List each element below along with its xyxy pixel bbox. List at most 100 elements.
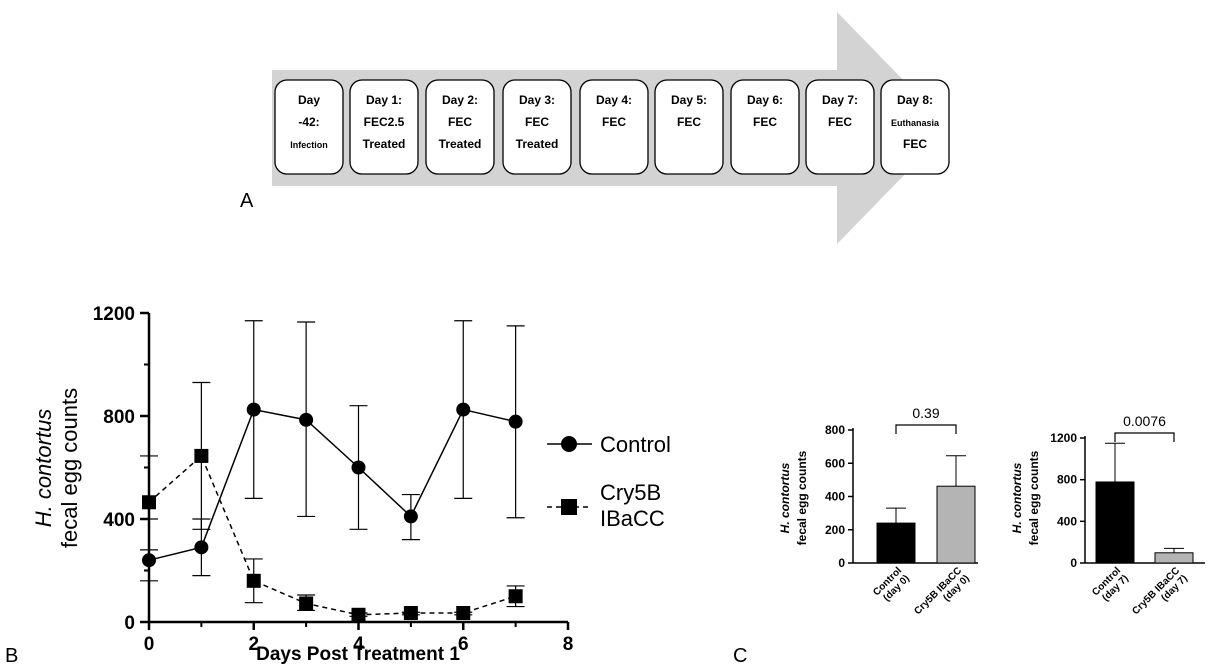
x-tick-label: 0: [144, 634, 155, 655]
data-point-control: [403, 509, 418, 524]
data-point-cry5b: [351, 607, 366, 622]
timeline-step-text: Day 7:: [822, 93, 858, 107]
y-tick-label: 400: [103, 510, 135, 531]
timeline-step-box: [880, 79, 950, 175]
timeline-step-text: FEC: [903, 137, 927, 151]
data-point-control: [456, 402, 471, 417]
y-axis-label: fecal egg counts: [57, 388, 82, 548]
data-point-control: [246, 402, 261, 417]
bar-y-tick-label: 800: [825, 423, 845, 437]
bar: [1095, 481, 1135, 564]
bar: [876, 522, 916, 564]
bar-category-label: Control(day 7): [1090, 565, 1131, 606]
y-tick-label: 800: [103, 407, 135, 428]
legend-cry5b-line2: IBaCC: [600, 506, 665, 531]
bar-category-label: Control(day 0): [871, 565, 912, 606]
data-point-cry5b: [456, 605, 471, 620]
x-tick-label: 8: [563, 634, 574, 655]
timeline-step-box: [349, 79, 419, 175]
data-point-cry5b: [194, 448, 209, 463]
legend-cry5b-marker: [561, 499, 577, 515]
x-tick-label: 4: [353, 634, 364, 655]
line-chart-ticks: 0 400 800 1200 0 2 4 6 8: [93, 304, 574, 655]
comparison-p-value: 0.39: [912, 405, 939, 421]
timeline-step-box: [805, 79, 875, 175]
timeline-step-text: Treated: [516, 137, 559, 151]
x-axis-label: Days Post Treatment 1: [256, 644, 460, 665]
timeline-step-text: FEC: [525, 115, 549, 129]
legend-cry5b-line1: Cry5B: [600, 480, 661, 505]
timeline-step-text: FEC: [753, 115, 777, 129]
timeline-step-text: Euthanasia: [891, 118, 940, 128]
bar-category-label: Cry5B IBaCC(day 0): [912, 565, 972, 625]
panel-label-c: C: [733, 645, 747, 667]
y-axis-label-italic: H. contortus: [31, 409, 56, 528]
data-point-cry5b: [403, 605, 418, 620]
bar-y-tick-label: 600: [825, 456, 845, 470]
comparison-p-value: 0.0076: [1123, 413, 1166, 429]
data-point-cry5b: [508, 589, 523, 604]
panel-label-b: B: [5, 645, 18, 667]
bar-category-label: Cry5B IBaCC(day 7): [1130, 565, 1190, 625]
timeline-step-text: Treated: [363, 137, 406, 151]
timeline-step-text: FEC: [677, 115, 701, 129]
data-point-cry5b: [299, 596, 314, 611]
timeline-step-text: Day 3:: [519, 93, 555, 107]
legend-control-label: Control: [600, 432, 671, 457]
legend-control-marker: [561, 436, 577, 452]
timeline-step-box: [730, 79, 800, 175]
bar-y-tick-label: 400: [825, 490, 845, 504]
timeline-step-box: [654, 79, 724, 175]
data-point-control: [508, 414, 523, 429]
comparison-bracket: [895, 424, 957, 434]
bar-y-tick-label: 0: [838, 556, 845, 570]
data-point-control: [194, 540, 209, 555]
data-point-control: [299, 412, 314, 427]
timeline-step-box: [502, 79, 572, 175]
x-tick-label: 2: [248, 634, 259, 655]
timeline-step-text: Day 4:: [596, 93, 632, 107]
timeline-step-text: Infection: [290, 140, 328, 150]
bar: [936, 485, 976, 564]
timeline-step-box: [425, 79, 495, 175]
timeline-step-text: Day 5:: [671, 93, 707, 107]
bar-chart-2: 0 400 800 1200 H. contortus fecal egg counts C…: [1010, 413, 1205, 625]
timeline-step-text: Treated: [439, 137, 482, 151]
bar-y-tick-label: 0: [1070, 556, 1077, 570]
timeline-step-box: [579, 79, 649, 175]
x-tick-label: 6: [458, 634, 469, 655]
bar-y-tick-label: 400: [1057, 514, 1077, 528]
timeline-step-box: [274, 79, 344, 175]
data-point-cry5b: [142, 495, 156, 510]
timeline-step-text: Day 1:: [366, 93, 402, 107]
data-point-control: [142, 553, 156, 568]
bar-chart-1: 0 200 400 600 800 H. contortus fecal egg count…: [778, 405, 978, 625]
y-tick-label: 1200: [93, 304, 135, 325]
timeline-step-text: Day 2:: [442, 93, 478, 107]
bar-y-axis-label: fecal egg counts: [795, 450, 809, 545]
series-cry5b-line: [148, 454, 516, 616]
data-point-cry5b: [246, 573, 261, 588]
legend-cry5b-label: Cry5B IBaCC: [600, 480, 667, 531]
line-chart-panel: 0 400 800 1200 0 2 4 6 8 H. contortus fecal egg …: [5, 304, 671, 667]
bar-y-axis-label-italic: H. contortus: [778, 462, 792, 533]
timeline-steps: Day -42: Infection Day 1: FEC2.5 Treated Day 2…: [274, 79, 950, 175]
series-control-line: [148, 408, 516, 561]
legend: Control Cry5B IBaCC: [547, 432, 671, 531]
y-tick-label: 0: [124, 613, 135, 634]
data-point-control: [351, 460, 366, 475]
timeline-step-text: -42:: [298, 115, 319, 129]
bar-y-axis-label: fecal egg counts: [1027, 450, 1041, 545]
timeline-step-text: Day 6:: [747, 93, 783, 107]
bar-y-tick-label: 800: [1057, 473, 1077, 487]
line-chart-series: [140, 320, 525, 622]
bar-y-tick-label: 1200: [1050, 431, 1077, 445]
timeline-step-text: FEC: [602, 115, 626, 129]
timeline-panel: Day -42: Infection Day 1: FEC2.5 Treated Day 2…: [240, 12, 950, 244]
timeline-step-text: Day 8:: [897, 93, 933, 107]
bar: [1154, 552, 1194, 564]
timeline-step-text: Day: [298, 93, 320, 107]
comparison-bracket: [1114, 432, 1175, 442]
